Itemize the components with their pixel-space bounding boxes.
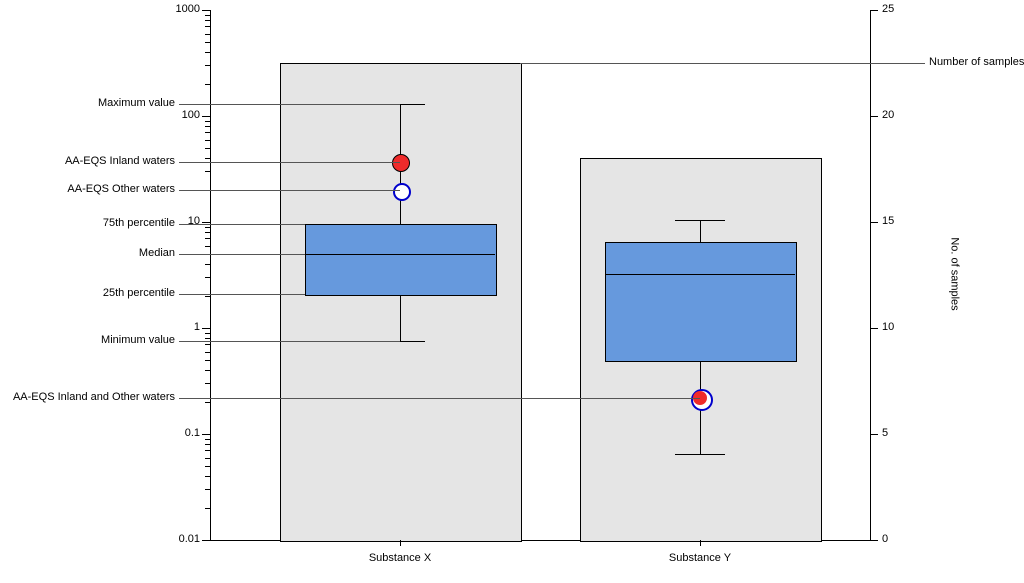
left-minor-tick [205, 264, 210, 265]
leader-line [179, 190, 400, 191]
left-axis [210, 10, 211, 540]
leader-line [179, 162, 400, 163]
left-minor-tick [205, 15, 210, 16]
right-tick [870, 222, 878, 223]
left-minor-tick [205, 158, 210, 159]
right-tick [870, 328, 878, 329]
right-tick-label: 10 [882, 321, 912, 333]
left-minor-tick [205, 52, 210, 53]
left-tick [202, 10, 210, 11]
left-minor-tick [205, 439, 210, 440]
annotation: AA-EQS Inland waters [0, 155, 175, 167]
annotation-right: Number of samples [929, 56, 1024, 68]
left-minor-tick [205, 370, 210, 371]
left-minor-tick [205, 238, 210, 239]
left-minor-tick [205, 383, 210, 384]
median-line [605, 274, 795, 275]
annotation: AA-EQS Other waters [0, 183, 175, 195]
left-minor-tick [205, 140, 210, 141]
annotation: 75th percentile [0, 217, 175, 229]
left-minor-tick [205, 121, 210, 122]
left-minor-tick [205, 20, 210, 21]
left-minor-tick [205, 84, 210, 85]
left-minor-tick [205, 476, 210, 477]
left-minor-tick [205, 402, 210, 403]
leader-line-right [520, 63, 925, 64]
right-axis [870, 10, 871, 540]
chart-container: 10001001010.10.012520151050No. of sample… [0, 0, 1024, 583]
box [605, 242, 797, 362]
box [305, 224, 497, 295]
sample-count-bar [280, 63, 522, 542]
left-minor-tick [205, 338, 210, 339]
left-tick [202, 222, 210, 223]
right-tick-label: 15 [882, 215, 912, 227]
left-minor-tick [205, 444, 210, 445]
median-line [305, 254, 495, 255]
left-tick-label: 0.01 [155, 533, 200, 545]
marker-other [393, 183, 411, 201]
left-minor-tick [205, 450, 210, 451]
whisker-cap-max [675, 220, 725, 221]
right-tick-label: 25 [882, 3, 912, 15]
left-minor-tick [205, 344, 210, 345]
category-label: Substance X [340, 552, 460, 564]
leader-line [179, 398, 700, 399]
left-tick-label: 0.1 [155, 427, 200, 439]
annotation: Maximum value [0, 97, 175, 109]
left-minor-tick [205, 126, 210, 127]
left-minor-tick [205, 246, 210, 247]
x-tick [400, 540, 401, 546]
left-tick-label: 1000 [155, 3, 200, 15]
left-tick [202, 540, 210, 541]
left-minor-tick [205, 65, 210, 66]
right-tick [870, 434, 878, 435]
right-axis-label: No. of samples [949, 237, 961, 310]
left-tick [202, 434, 210, 435]
left-minor-tick [205, 277, 210, 278]
whisker-cap-min [675, 454, 725, 455]
left-minor-tick [205, 34, 210, 35]
leader-line [179, 254, 305, 255]
right-tick [870, 540, 878, 541]
annotation: Median [0, 247, 175, 259]
annotation: 25th percentile [0, 287, 175, 299]
left-minor-tick [205, 171, 210, 172]
category-label: Substance Y [640, 552, 760, 564]
leader-line [179, 224, 305, 225]
left-minor-tick [205, 227, 210, 228]
upper-whisker [700, 220, 701, 242]
left-tick [202, 328, 210, 329]
left-tick [202, 116, 210, 117]
left-minor-tick [205, 466, 210, 467]
right-tick [870, 116, 878, 117]
leader-line [179, 104, 400, 105]
marker-inland [392, 154, 410, 172]
right-tick-label: 20 [882, 109, 912, 121]
left-minor-tick [205, 333, 210, 334]
annotation: AA-EQS Inland and Other waters [0, 391, 175, 403]
left-minor-tick [205, 26, 210, 27]
leader-line [179, 341, 400, 342]
x-tick [700, 540, 701, 546]
left-minor-tick [205, 42, 210, 43]
left-minor-tick [205, 360, 210, 361]
right-tick-label: 0 [882, 533, 912, 545]
leader-line [179, 294, 305, 295]
left-minor-tick [205, 458, 210, 459]
left-minor-tick [205, 148, 210, 149]
annotation: Minimum value [0, 334, 175, 346]
left-minor-tick [205, 232, 210, 233]
lower-whisker [400, 294, 401, 341]
left-minor-tick [205, 352, 210, 353]
left-minor-tick [205, 508, 210, 509]
left-minor-tick [205, 296, 210, 297]
left-tick-label: 1 [155, 321, 200, 333]
left-minor-tick [205, 132, 210, 133]
left-tick-label: 100 [155, 109, 200, 121]
right-tick [870, 10, 878, 11]
right-tick-label: 5 [882, 427, 912, 439]
left-minor-tick [205, 489, 210, 490]
